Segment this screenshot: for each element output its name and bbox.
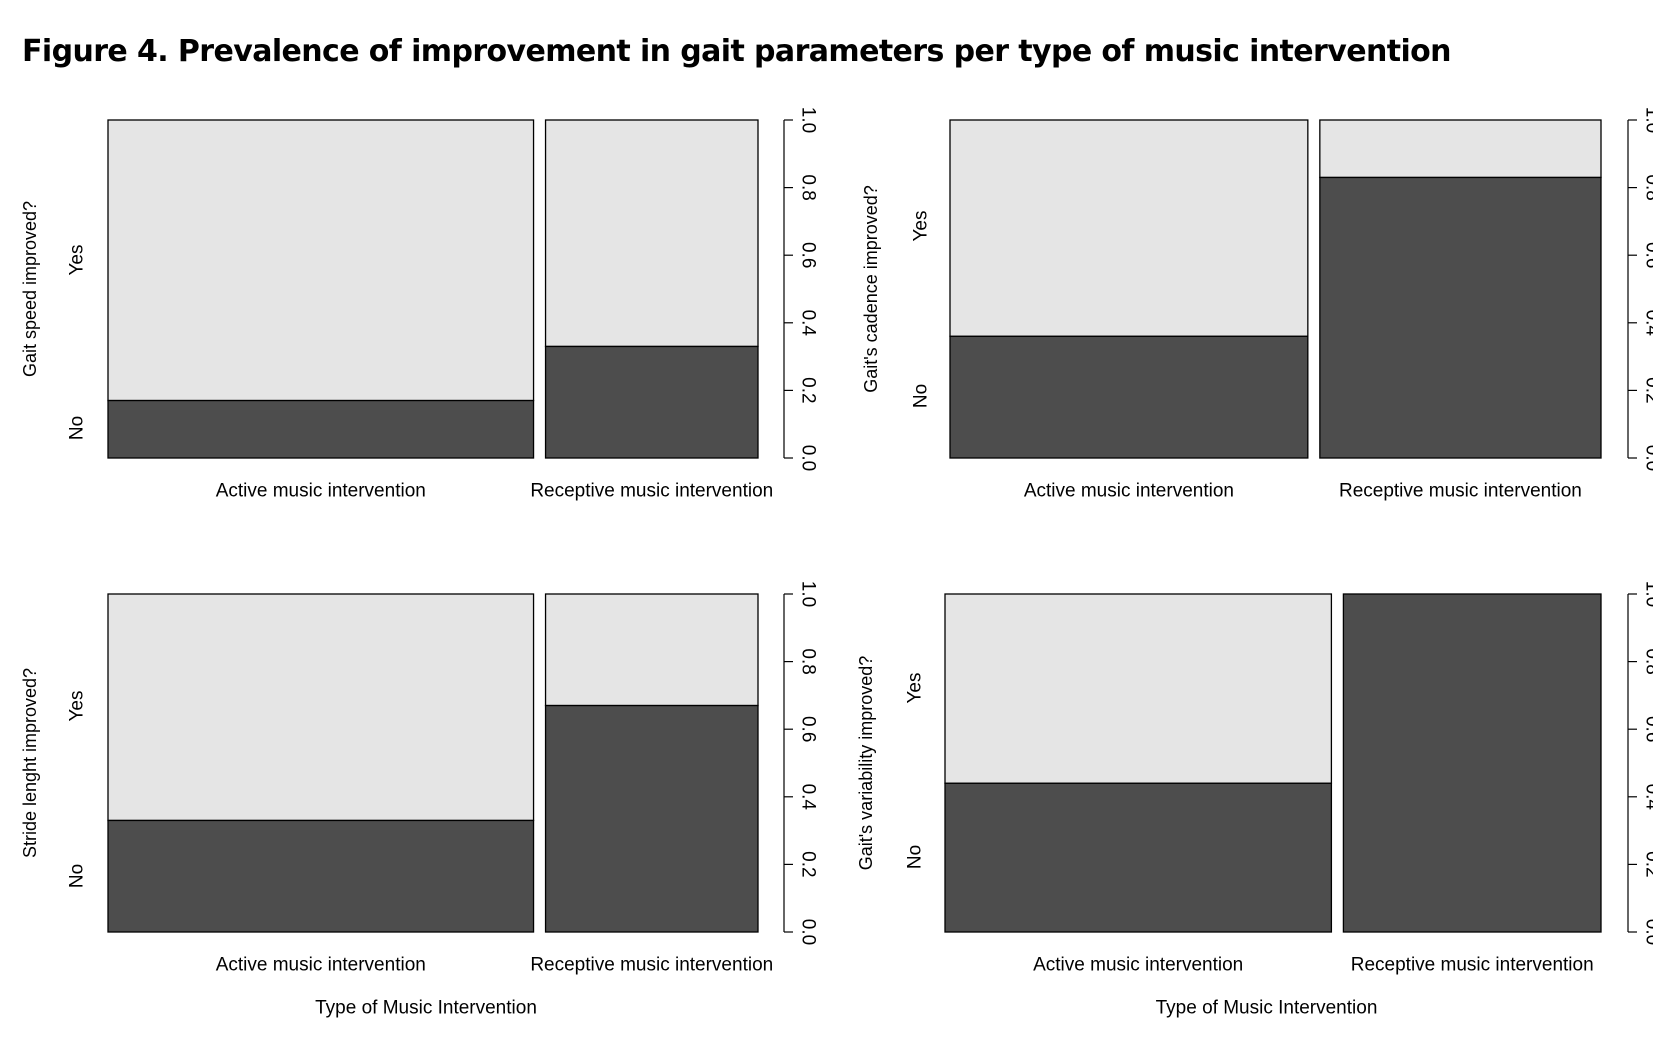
mosaic-panel-4: Active music intervention Receptive music… [856,581,1653,1019]
tile-yes-1 [107,593,535,822]
right-axis-tick-label-2: 0.2 [1642,851,1653,877]
y-category-yes: Yes [67,691,88,722]
y-category-yes: Yes [905,673,926,704]
tile-yes-2 [544,119,759,348]
x-axis-title: Type of Music Intervention [315,998,537,1019]
right-axis-tick-label-1: 0.0 [798,919,819,945]
tile-no-1 [107,819,535,933]
y-category-yes: Yes [911,211,932,242]
x-category-label-2: Receptive music intervention [530,481,773,502]
right-axis-tick-label-4: 0.6 [1642,242,1653,268]
right-axis-tick-label-3: 0.4 [798,310,819,337]
right-axis-tick-label-1: 0.0 [1642,919,1653,945]
right-axis-tick-label-6: 1.0 [1642,581,1653,607]
right-axis-tick-label-4: 0.6 [798,242,819,268]
y-axis-title: Gait speed improved? [20,201,40,377]
right-axis-tick-label-5: 0.8 [798,648,819,674]
right-axis-tick-label-4: 0.6 [798,716,819,742]
right-axis-tick-label-2: 0.2 [798,851,819,877]
right-axis-tick-label-5: 0.8 [1642,648,1653,674]
y-axis-title: Gait's cadence improved? [861,185,881,393]
right-axis-tick-label-4: 0.6 [1642,716,1653,742]
right-axis-tick-label-6: 1.0 [798,107,819,133]
right-axis-tick-label-5: 0.8 [798,174,819,200]
y-category-no: No [905,845,926,869]
y-axis-title: Gait's variability improved? [856,656,876,871]
right-axis-tick-label-3: 0.4 [1642,310,1653,337]
y-axis-title: Stride lenght improved? [20,668,40,858]
tile-yes-1 [944,593,1333,784]
x-category-label-1: Active music intervention [1033,955,1243,976]
x-category-label-1: Active music intervention [216,481,426,502]
right-axis-tick-label-1: 0.0 [1642,445,1653,471]
y-category-yes: Yes [67,245,88,276]
tile-yes-1 [949,119,1309,337]
y-category-no: No [911,384,932,408]
x-category-label-2: Receptive music intervention [1339,481,1582,502]
mosaic-panel-3: Active music intervention Receptive music… [20,581,819,1019]
figure-title: Figure 4. Prevalence of improvement in g… [22,34,1451,69]
right-axis-tick-label-1: 0.0 [798,445,819,471]
mosaic-panel-2: Active music intervention Receptive music… [861,107,1653,502]
tile-no-2 [1342,593,1602,933]
right-axis-tick-label-5: 0.8 [1642,174,1653,200]
right-axis-tick-label-2: 0.2 [1642,377,1653,403]
y-category-no: No [67,416,88,440]
right-axis-tick-label-3: 0.4 [1642,784,1653,811]
tile-no-2 [1319,176,1602,459]
tile-no-1 [107,399,535,459]
tile-no-2 [544,345,759,459]
right-axis-tick-label-6: 1.0 [1642,107,1653,133]
tile-yes-2 [544,593,759,707]
tile-no-1 [944,782,1333,933]
tile-yes-1 [107,119,535,402]
right-axis-tick-label-2: 0.2 [798,377,819,403]
x-category-label-1: Active music intervention [216,955,426,976]
tile-no-1 [949,335,1309,459]
tile-no-2 [544,704,759,933]
right-axis-tick-label-3: 0.4 [798,784,819,811]
x-category-label-1: Active music intervention [1024,481,1234,502]
x-axis-title: Type of Music Intervention [1156,998,1378,1019]
x-category-label-2: Receptive music intervention [1351,955,1594,976]
y-category-no: No [67,864,88,888]
mosaic-panel-1: Active music intervention Receptive music… [20,107,819,502]
x-category-label-2: Receptive music intervention [530,955,773,976]
right-axis-tick-label-6: 1.0 [798,581,819,607]
tile-yes-2 [1319,119,1602,179]
